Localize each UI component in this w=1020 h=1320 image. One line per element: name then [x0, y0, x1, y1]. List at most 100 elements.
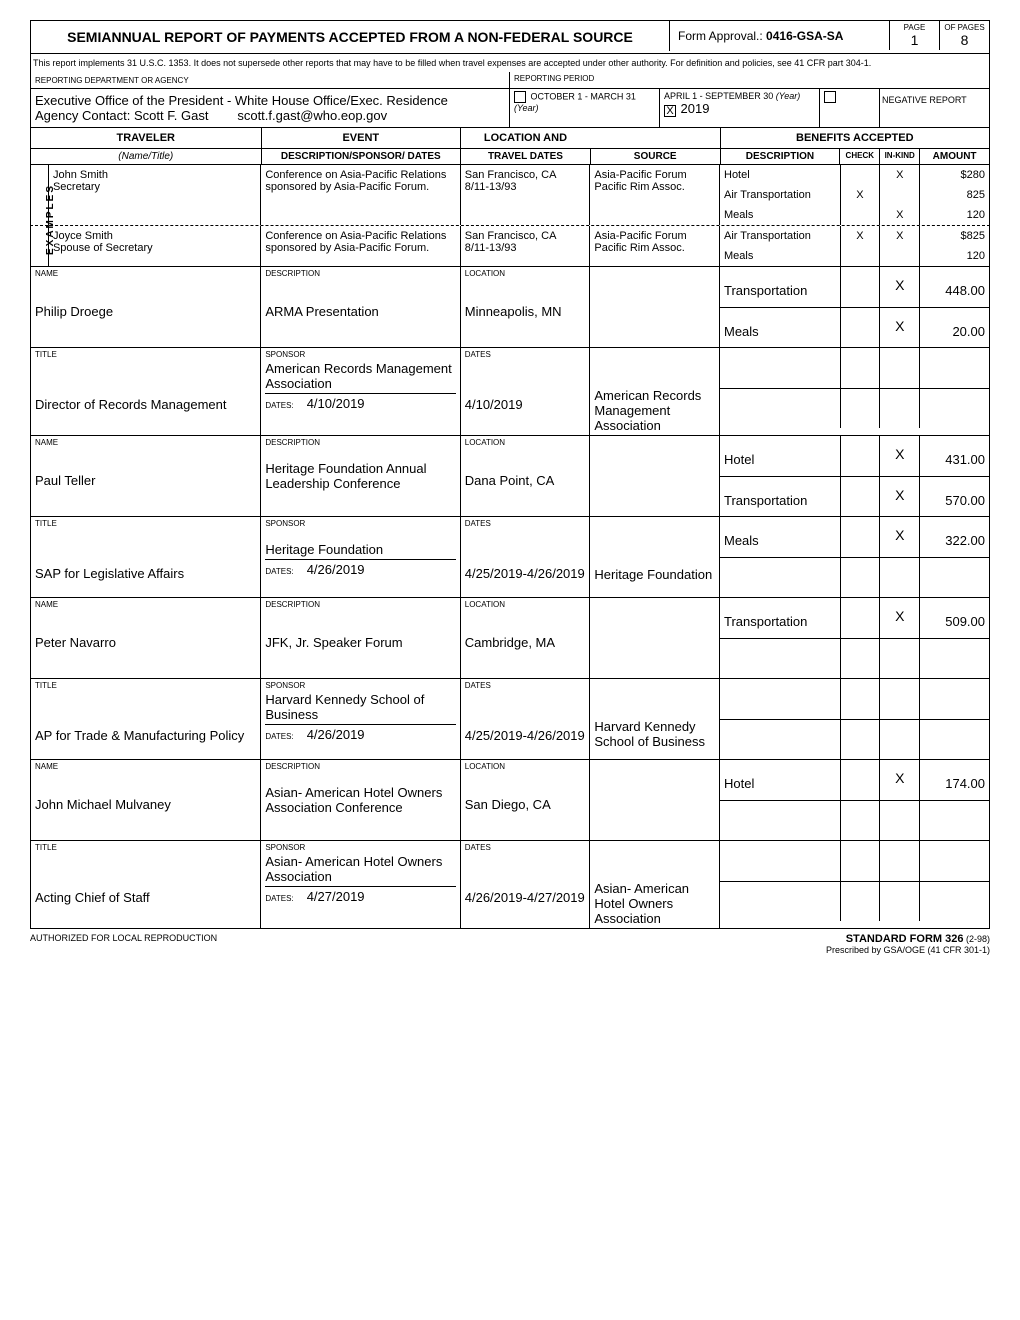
e1-benefits-top: Transportation X 448.00 Meals X 20.00 [719, 267, 989, 347]
col-check: CHECK [839, 149, 879, 164]
e1-b1-amount: 448.00 [919, 267, 989, 307]
table-header-sub: (Name/Title) DESCRIPTION/SPONSOR/ DATES … [30, 149, 990, 165]
of-pages-label: OF PAGES [944, 23, 984, 32]
e1-loc-cell: LOCATION Minneapolis, MN [460, 267, 590, 347]
ex2-name: Joyce Smith [53, 230, 256, 242]
neg-report-check [819, 89, 879, 127]
e1-b1-inkind: X [879, 267, 919, 307]
e3-b4 [720, 719, 989, 759]
ex2-loc: San Francisco, CA [465, 230, 586, 242]
e3-sponsor-date-row: DATES: 4/26/2019 [265, 724, 455, 742]
e1-name: Philip Droege [35, 304, 256, 319]
e2-b3-inkind: X [879, 517, 919, 557]
ex2-benefits: Air Transportation X X $825 Meals 120 [719, 226, 989, 266]
ex1-b1-desc: Hotel [720, 165, 840, 185]
dates-label: DATES [465, 843, 586, 852]
title-label: TITLE [35, 681, 256, 690]
prescribed: Prescribed by GSA/OGE (41 CFR 301-1) [826, 945, 990, 955]
e1-b4-check [840, 389, 880, 428]
e4-b2-inkind [879, 801, 919, 840]
e4-sponsor-date-row: DATES: 4/27/2019 [265, 886, 455, 904]
e4-b4-amount [919, 882, 989, 921]
page-num: 1 [892, 32, 937, 48]
e2-sponsor-cell: SPONSOR Heritage Foundation DATES: 4/26/… [260, 517, 459, 597]
form-approval: Form Approval.: 0416-GSA-SA [669, 21, 889, 51]
e1-desc-cell: DESCRIPTION ARMA Presentation [260, 267, 459, 347]
e3-b4-desc [720, 720, 840, 759]
name-label: NAME [35, 600, 256, 609]
dept-value: Executive Office of the President - Whit… [35, 93, 505, 108]
e4-b1-inkind: X [879, 760, 919, 800]
e2-b1-desc: Hotel [720, 436, 840, 476]
ex2-traveler: Joyce Smith Spouse of Secretary [49, 226, 260, 266]
period-1: OCTOBER 1 - MARCH 31 (Year) [509, 89, 659, 127]
e3-b1-check [840, 598, 880, 638]
e1-b1: Transportation X 448.00 [720, 267, 989, 307]
form-title: SEMIANNUAL REPORT OF PAYMENTS ACCEPTED F… [31, 21, 669, 53]
ex1-b3-inkind: X [879, 205, 919, 225]
e3-desc: JFK, Jr. Speaker Forum [265, 635, 455, 650]
col-source-spacer [590, 128, 720, 148]
e3-source: Harvard Kennedy School of Business [589, 679, 719, 759]
e2-b2-amount: 570.00 [919, 477, 989, 516]
footer-right: STANDARD FORM 326 (2-98) Prescribed by G… [826, 933, 990, 955]
sponsor-label: SPONSOR [265, 519, 455, 528]
ex1-b2-desc: Air Transportation [720, 185, 840, 205]
ex2-b2-check [840, 246, 880, 266]
ex2-b1-inkind: X [879, 226, 919, 246]
e4-b2 [720, 800, 989, 840]
period2-checkbox[interactable]: X [664, 105, 676, 117]
col-nametitle: (Name/Title) [31, 149, 261, 164]
col-amount: AMOUNT [919, 149, 989, 164]
e2-loc-cell: LOCATION Dana Point, CA [460, 436, 590, 516]
e1-b2-inkind: X [879, 308, 919, 347]
form-page: SEMIANNUAL REPORT OF PAYMENTS ACCEPTED F… [0, 0, 1020, 975]
e4-loc-cell: LOCATION San Diego, CA [460, 760, 590, 840]
form-num: STANDARD FORM 326 [846, 933, 964, 945]
entry1-top: NAME Philip Droege DESCRIPTION ARMA Pres… [31, 267, 989, 347]
e3-b4-inkind [879, 720, 919, 759]
e4-dates-cell: DATES 4/26/2019-4/27/2019 [460, 841, 590, 928]
ex2-source: Asia-Pacific Forum Pacific Rim Assoc. [589, 226, 719, 266]
ex1-b3-desc: Meals [720, 205, 840, 225]
e4-desc-cell: DESCRIPTION Asian- American Hotel Owners… [260, 760, 459, 840]
loc-label: LOCATION [465, 438, 586, 447]
e4-benefits-bottom [719, 841, 989, 928]
e1-desc: ARMA Presentation [265, 304, 455, 319]
ex2-b2: Meals 120 [720, 246, 989, 266]
ex1-b1-inkind: X [879, 165, 919, 185]
e4-b1-check [840, 760, 880, 800]
neg-report-checkbox[interactable] [824, 91, 836, 103]
period-label: REPORTING PERIOD [514, 74, 594, 83]
e4-benefits-top: Hotel X 174.00 [719, 760, 989, 840]
title-label: TITLE [35, 843, 256, 852]
ex2-b2-amount: 120 [919, 246, 989, 266]
dates-prefix: DATES: [265, 567, 293, 576]
table-header-top: TRAVELER EVENT LOCATION AND BENEFITS ACC… [30, 128, 990, 149]
e2-title: SAP for Legislative Affairs [35, 566, 256, 581]
examples-sidebar-2 [31, 226, 49, 266]
ex2-b2-desc: Meals [720, 246, 840, 266]
ex1-event: Conference on Asia-Pacific Relations spo… [260, 165, 459, 225]
period1-checkbox[interactable] [514, 91, 526, 103]
e2-b4 [720, 557, 989, 597]
entry2-bottom: TITLE SAP for Legislative Affairs SPONSO… [31, 516, 989, 597]
e2-name-cell: NAME Paul Teller [31, 436, 260, 516]
e3-b2-check [840, 639, 880, 678]
ex2-b1-amount: $825 [919, 226, 989, 246]
e3-b1-inkind: X [879, 598, 919, 638]
dates-label: DATES [465, 350, 586, 359]
ex1-name: John Smith [53, 169, 256, 181]
e4-b3-inkind [879, 841, 919, 881]
loc-label: LOCATION [465, 762, 586, 771]
col-travel-dates: TRAVEL DATES [460, 149, 590, 164]
examples-sidebar: EXAMPLES [31, 165, 49, 225]
period-options: OCTOBER 1 - MARCH 31 (Year) APRIL 1 - SE… [509, 89, 989, 127]
period2-label: APRIL 1 - SEPTEMBER 30 [664, 91, 773, 101]
e4-b4-desc [720, 882, 840, 921]
e1-b2-check [840, 308, 880, 347]
desc-label: DESCRIPTION [265, 269, 455, 278]
e4-source: Asian- American Hotel Owners Association [589, 841, 719, 928]
e2-b2-inkind: X [879, 477, 919, 516]
dates-prefix: DATES: [265, 894, 293, 903]
